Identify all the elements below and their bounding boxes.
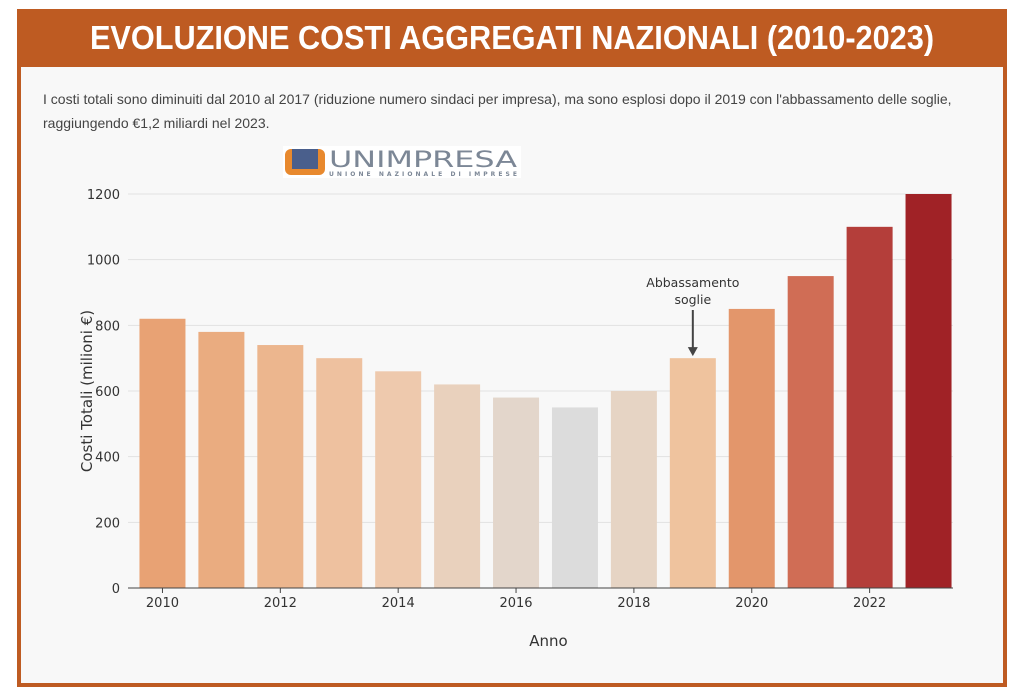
logo-name: UNIMPRESA: [329, 148, 517, 173]
bar-2020: [728, 308, 775, 588]
annotation-text: soglie: [674, 292, 711, 307]
x-tick-label: 2012: [264, 596, 297, 611]
unimpresa-logo: UNIMPRESA UNIONE NAZIONALE DI IMPRESE: [283, 146, 521, 178]
x-tick-label: 2022: [853, 596, 886, 611]
x-tick-label: 2020: [735, 596, 768, 611]
bar-2021: [787, 276, 834, 588]
x-tick-label: 2016: [499, 596, 532, 611]
x-tick-label: 2010: [146, 596, 179, 611]
bar-2023: [905, 194, 952, 588]
x-axis-title: Anno: [529, 632, 567, 650]
bar-2016: [493, 397, 540, 588]
bar-2013: [316, 358, 363, 588]
bar-2014: [375, 371, 422, 588]
bar-2018: [610, 391, 657, 588]
x-tick-label: 2014: [382, 596, 415, 611]
logo-tagline: UNIONE NAZIONALE DI IMPRESE: [329, 171, 517, 178]
y-tick-label: 200: [95, 516, 120, 531]
y-tick-label: 1200: [87, 188, 120, 203]
bar-2015: [434, 384, 481, 588]
y-tick-label: 800: [95, 319, 120, 334]
bar-2017: [551, 407, 598, 588]
y-tick-label: 400: [95, 451, 120, 466]
y-tick-label: 600: [95, 385, 120, 400]
bar-2011: [198, 331, 245, 588]
page-title: EVOLUZIONE COSTI AGGREGATI NAZIONALI (20…: [89, 19, 935, 56]
bar-2012: [257, 345, 304, 588]
chart-subtitle: I costi totali sono diminuiti dal 2010 a…: [43, 91, 952, 131]
bar-2022: [846, 226, 893, 589]
y-tick-label: 1000: [87, 254, 120, 269]
annotation-text: Abbassamento: [646, 275, 739, 290]
annotation-arrowhead: [687, 347, 698, 357]
y-tick-label: 0: [112, 582, 120, 597]
x-tick-label: 2018: [617, 596, 650, 611]
bar-2010: [139, 318, 186, 588]
y-axis-title: Costi Totali (milioni €): [78, 310, 96, 472]
bar-2019: [669, 358, 716, 588]
